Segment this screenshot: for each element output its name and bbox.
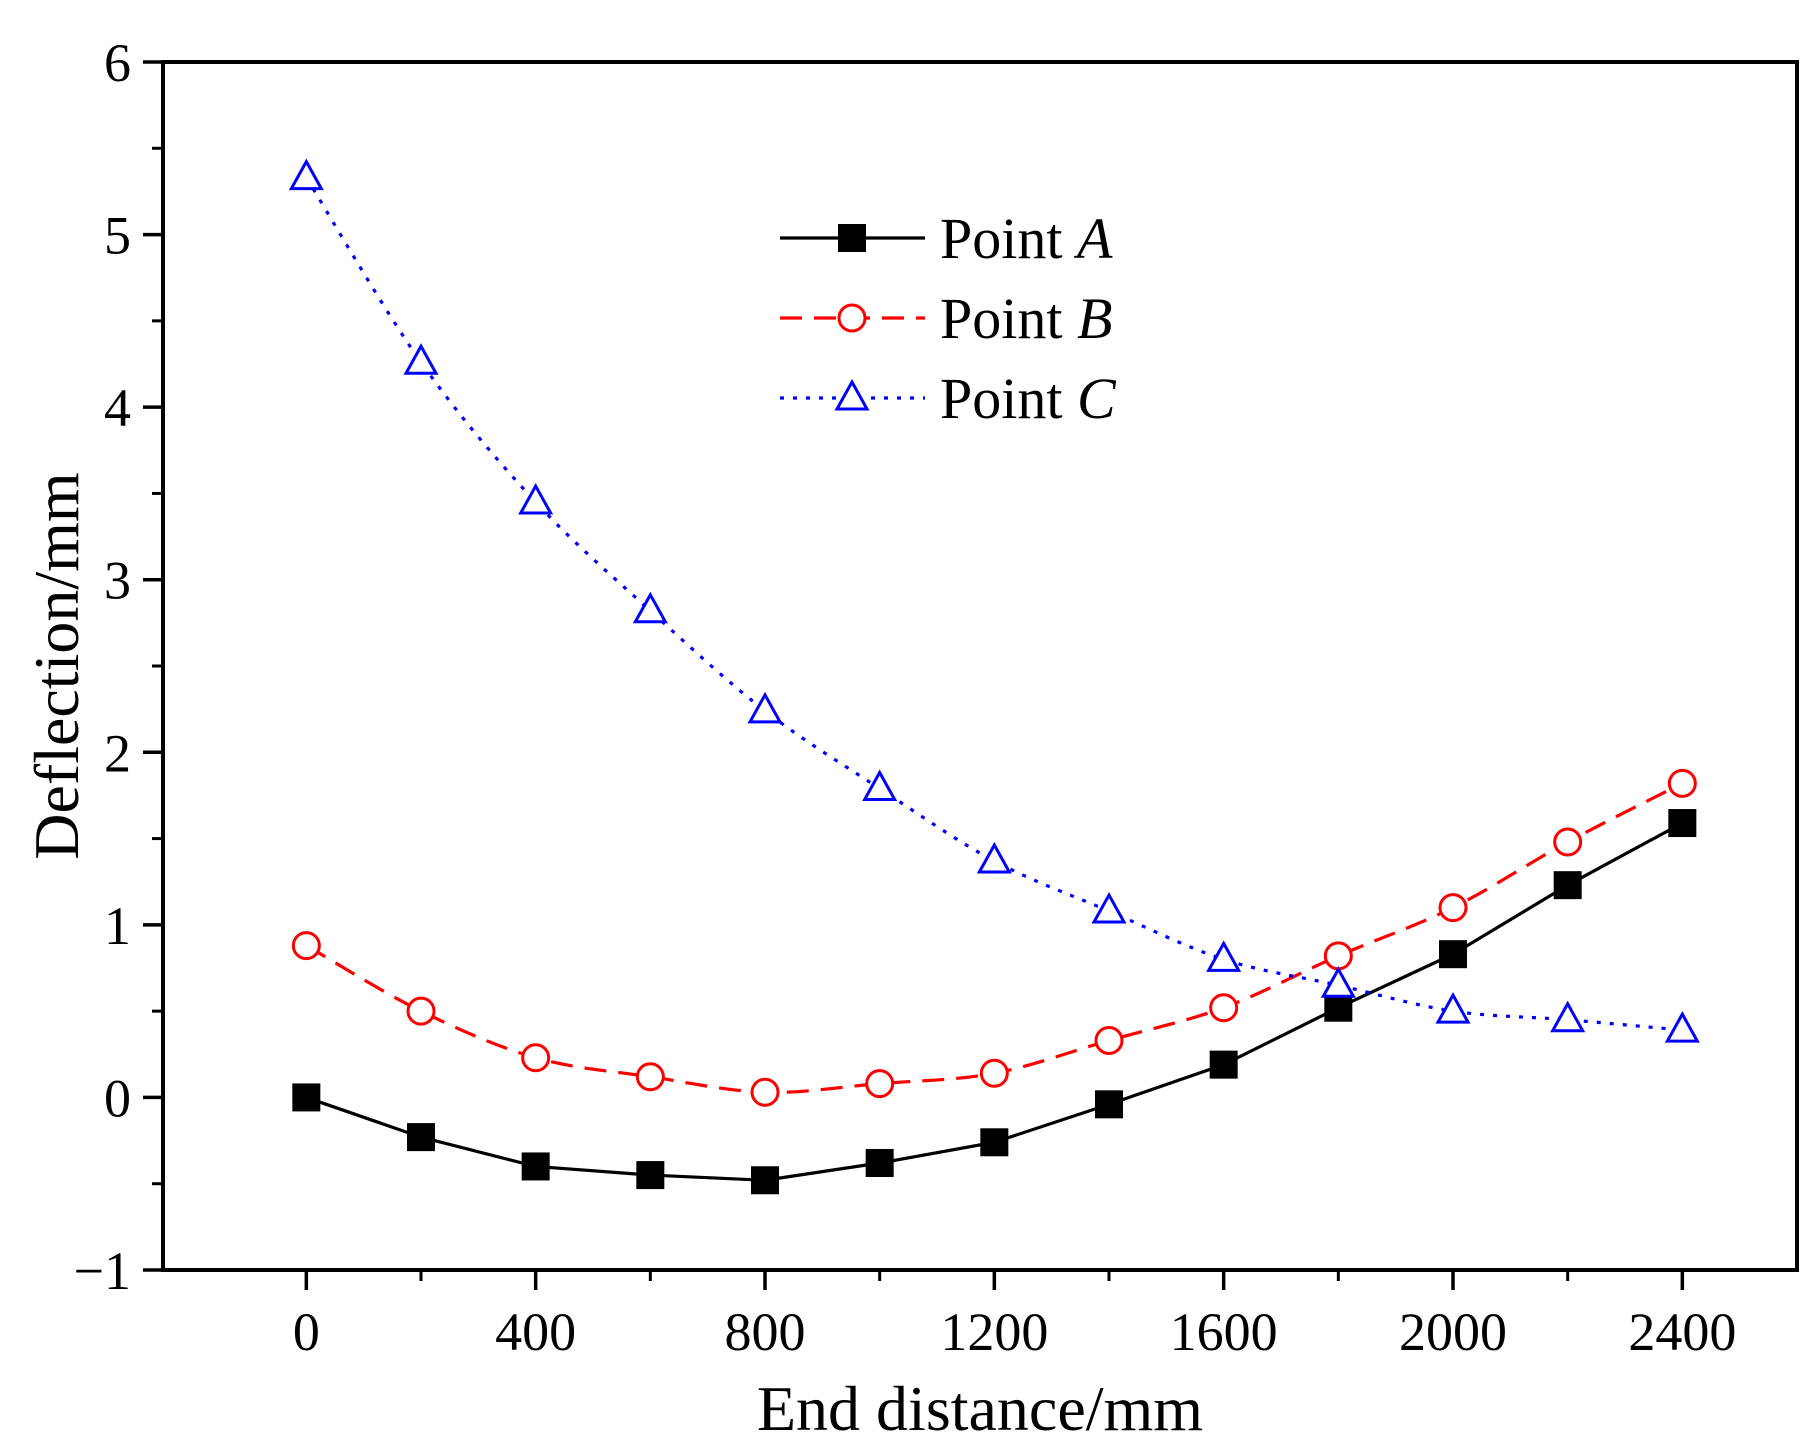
- x-tick-label: 1600: [1170, 1302, 1278, 1362]
- data-point: [1667, 768, 1697, 798]
- data-point: [1320, 966, 1356, 998]
- series-line: [305, 781, 1684, 1094]
- x-tick-label: 1200: [940, 1302, 1048, 1362]
- data-point: [292, 1083, 321, 1112]
- data-point: [521, 1043, 551, 1073]
- data-point: [636, 1161, 665, 1190]
- data-point: [750, 1077, 780, 1107]
- series-layer: [288, 158, 1700, 1195]
- data-point: [1206, 940, 1242, 972]
- data-point: [1094, 1025, 1124, 1055]
- legend-label: Point C: [940, 366, 1117, 431]
- data-point: [1435, 992, 1471, 1024]
- data-point: [979, 1058, 1009, 1088]
- series-B: [291, 768, 1697, 1107]
- x-tick-label: 800: [725, 1302, 806, 1362]
- data-point: [1209, 1050, 1238, 1079]
- x-tick-label: 400: [495, 1302, 576, 1362]
- data-point: [865, 1149, 894, 1178]
- axes-layer: 0 400 800 1200 1600 2000 2400 −1 0 1 2 3 4 5 6 End dist…: [21, 33, 1799, 1440]
- data-point: [1439, 940, 1467, 969]
- data-point: [407, 1123, 435, 1152]
- legend-marker: [838, 224, 866, 252]
- legend-marker: [834, 378, 870, 411]
- y-tick-label: −1: [74, 1241, 131, 1301]
- data-point: [1664, 1011, 1700, 1043]
- legend-label-prefix: Point: [940, 286, 1077, 351]
- data-point: [1095, 1090, 1123, 1119]
- data-point: [1091, 891, 1127, 924]
- x-tick-label: 2400: [1628, 1302, 1736, 1362]
- y-tick-label: 6: [104, 33, 131, 93]
- data-point: [406, 996, 436, 1026]
- data-point: [1668, 809, 1697, 838]
- data-point: [1553, 827, 1583, 857]
- x-tick-label: 0: [293, 1302, 320, 1362]
- data-point: [1438, 893, 1468, 923]
- legend-label-prefix: Point: [940, 366, 1077, 431]
- y-tick-label: 1: [104, 896, 131, 956]
- y-tick-label: 5: [104, 206, 131, 266]
- data-point: [1553, 871, 1582, 900]
- y-tick-label: 0: [104, 1068, 131, 1128]
- data-point: [1209, 993, 1239, 1023]
- data-point: [1324, 993, 1353, 1022]
- data-point: [976, 841, 1012, 874]
- legend-item-C: Point C: [780, 366, 1117, 431]
- data-point: [1323, 941, 1353, 971]
- series-C: [288, 158, 1700, 1043]
- data-point: [747, 691, 783, 724]
- legend-label-prefix: Point: [940, 206, 1077, 271]
- y-tick-label: 2: [104, 723, 131, 783]
- data-point: [862, 769, 898, 802]
- legend-item-A: Point A: [780, 206, 1113, 271]
- series-A: [292, 809, 1697, 1195]
- data-point: [521, 1152, 550, 1181]
- legend-label: Point B: [940, 286, 1112, 351]
- legend-label-point-id: A: [1073, 206, 1113, 271]
- y-tick-label: 4: [104, 378, 131, 438]
- data-point: [635, 1062, 665, 1092]
- data-point: [865, 1069, 895, 1099]
- data-point: [288, 158, 324, 191]
- data-point: [980, 1128, 1009, 1157]
- data-point: [632, 591, 668, 624]
- data-point: [1550, 1000, 1586, 1033]
- data-point: [291, 931, 321, 961]
- y-tick-label: 3: [104, 551, 131, 611]
- legend-marker: [837, 303, 867, 333]
- data-point: [403, 343, 439, 375]
- x-axis-title: End distance/mm: [757, 1373, 1203, 1440]
- data-point: [518, 482, 554, 515]
- legend-item-B: Point B: [780, 286, 1112, 351]
- series-line: [305, 821, 1684, 1182]
- legend-label-point-id: C: [1077, 366, 1117, 431]
- data-point: [751, 1166, 779, 1195]
- y-axis-title: Deflection/mm: [21, 472, 92, 859]
- legend-label-point-id: B: [1077, 286, 1112, 351]
- legend-label: Point A: [940, 206, 1113, 271]
- x-tick-label: 2000: [1399, 1302, 1507, 1362]
